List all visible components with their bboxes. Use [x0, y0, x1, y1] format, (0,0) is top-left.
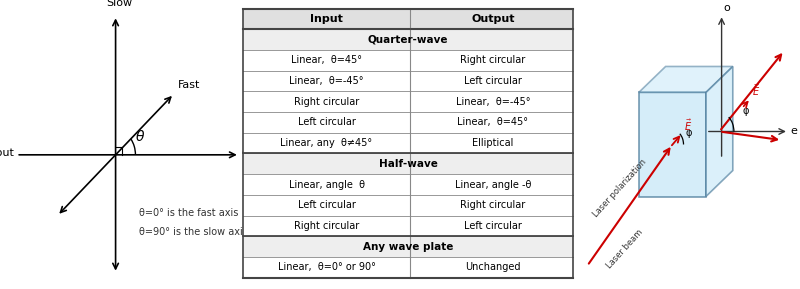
Text: Right circular: Right circular — [294, 221, 359, 231]
Text: o: o — [724, 3, 730, 13]
Text: Fast: Fast — [178, 80, 201, 90]
Bar — [243, 91, 573, 112]
Text: Left circular: Left circular — [298, 200, 355, 210]
Text: Linear,  θ=45°: Linear, θ=45° — [291, 55, 362, 65]
Polygon shape — [706, 66, 733, 197]
Bar — [243, 257, 573, 278]
Bar — [243, 71, 573, 91]
Text: φ: φ — [743, 105, 750, 116]
Bar — [243, 153, 573, 174]
Text: Output: Output — [242, 148, 280, 158]
Text: θ: θ — [135, 131, 144, 144]
Bar — [243, 50, 573, 71]
Text: Linear,  θ=45°: Linear, θ=45° — [458, 117, 528, 127]
Text: Left circular: Left circular — [464, 76, 522, 86]
Polygon shape — [638, 66, 733, 92]
Text: θ=0° is the fast axis: θ=0° is the fast axis — [138, 208, 238, 218]
Text: Right circular: Right circular — [460, 55, 526, 65]
Text: Laser polarization: Laser polarization — [591, 157, 648, 219]
Text: θ=90° is the slow axis: θ=90° is the slow axis — [138, 227, 248, 237]
Bar — [243, 9, 573, 29]
Text: Linear,  θ=-45°: Linear, θ=-45° — [290, 76, 364, 86]
Bar — [243, 216, 573, 236]
Bar — [243, 174, 573, 195]
Polygon shape — [638, 92, 706, 197]
Bar — [243, 29, 573, 50]
Text: $\vec{E}$: $\vec{E}$ — [752, 83, 760, 98]
Text: e: e — [790, 127, 797, 136]
Text: Left circular: Left circular — [464, 221, 522, 231]
Text: Input: Input — [310, 14, 343, 24]
Text: Unchanged: Unchanged — [465, 262, 521, 272]
Text: Any wave plate: Any wave plate — [363, 242, 453, 252]
Text: Linear, angle -θ: Linear, angle -θ — [454, 179, 531, 190]
Text: Output: Output — [471, 14, 514, 24]
Bar — [243, 133, 573, 153]
Bar — [243, 112, 573, 133]
Text: Linear,  θ=0° or 90°: Linear, θ=0° or 90° — [278, 262, 375, 272]
Text: Left circular: Left circular — [298, 117, 355, 127]
Text: Linear, angle  θ: Linear, angle θ — [289, 179, 365, 190]
Text: Linear, any  θ≠45°: Linear, any θ≠45° — [281, 138, 373, 148]
Text: $\vec{E}$: $\vec{E}$ — [683, 118, 692, 133]
Text: Half-wave: Half-wave — [378, 159, 438, 169]
Bar — [243, 236, 573, 257]
Text: Slow: Slow — [106, 0, 132, 8]
Text: Linear,  θ=-45°: Linear, θ=-45° — [455, 97, 530, 107]
Text: Right circular: Right circular — [294, 97, 359, 107]
Text: Input: Input — [0, 148, 14, 158]
Text: Elliptical: Elliptical — [472, 138, 514, 148]
Text: φ: φ — [686, 128, 692, 138]
Bar — [243, 195, 573, 216]
Text: Right circular: Right circular — [460, 200, 526, 210]
Text: Quarter-wave: Quarter-wave — [368, 35, 448, 45]
Text: Laser beam: Laser beam — [605, 227, 645, 270]
